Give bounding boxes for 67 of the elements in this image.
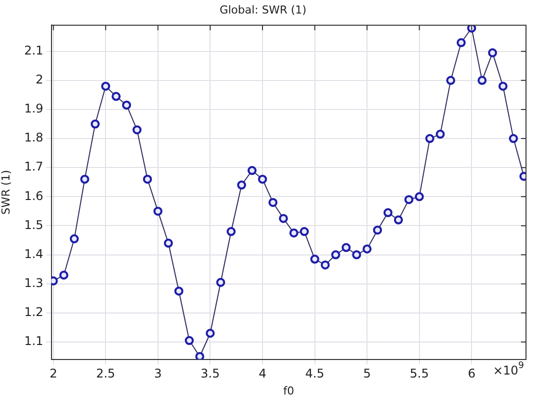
x-tick-label: 2 xyxy=(50,366,58,381)
point xyxy=(436,130,445,139)
point xyxy=(59,270,68,280)
point xyxy=(446,76,456,85)
point xyxy=(425,134,434,144)
point xyxy=(320,260,330,270)
y-tick-label: 1.7 xyxy=(24,160,44,174)
x-tick-label: 2.5 xyxy=(96,366,116,381)
point xyxy=(122,100,132,110)
y-tick-label: 1.8 xyxy=(24,130,44,145)
point xyxy=(373,226,382,235)
y-tick-label: 1.9 xyxy=(24,102,44,116)
point xyxy=(164,238,173,248)
point xyxy=(248,166,257,176)
point xyxy=(142,174,152,184)
point xyxy=(184,336,194,346)
y-tick-label: 1.2 xyxy=(24,305,44,320)
y-tick-label: 1.4 xyxy=(24,246,44,261)
point xyxy=(268,198,278,207)
point xyxy=(352,250,362,260)
point xyxy=(456,38,466,48)
point xyxy=(278,214,288,223)
chart-title: Global: SWR (1) xyxy=(220,3,306,16)
x-tick-label: 3 xyxy=(154,366,162,381)
point xyxy=(300,227,309,236)
point xyxy=(226,227,236,236)
y-tick-label: 1.6 xyxy=(24,188,44,203)
point xyxy=(394,215,403,224)
x-tick-label: 4.5 xyxy=(305,366,324,381)
point xyxy=(206,328,215,338)
point xyxy=(508,134,518,144)
point xyxy=(383,208,392,218)
point xyxy=(362,244,372,254)
point xyxy=(467,25,476,33)
point xyxy=(258,174,267,184)
point xyxy=(80,174,90,184)
point xyxy=(478,76,487,85)
point xyxy=(216,278,226,287)
y-tick-label: 1.1 xyxy=(24,334,44,348)
x-tick-label: 5 xyxy=(363,366,371,381)
point xyxy=(331,250,340,260)
y-tick-label: 1.5 xyxy=(24,218,44,232)
point xyxy=(404,195,414,204)
x-tick-label: 3.5 xyxy=(200,366,220,381)
y-tick-label: 2.1 xyxy=(24,43,44,58)
point xyxy=(174,286,184,296)
point xyxy=(289,228,298,238)
point xyxy=(237,180,246,190)
y-tick-label: 1.3 xyxy=(24,276,44,290)
point xyxy=(112,92,121,101)
y-axis-title: SWR (1) xyxy=(0,170,12,215)
point xyxy=(498,82,508,91)
x-tick-label: 6 xyxy=(468,366,476,381)
point xyxy=(195,352,204,360)
point xyxy=(310,254,320,264)
x-axis-title: f0 xyxy=(283,384,294,398)
x-tick-label: 5.5 xyxy=(410,366,429,381)
y-tick-label: 2 xyxy=(36,72,44,87)
point xyxy=(414,192,424,202)
point xyxy=(342,243,351,252)
x-tick-label: 4 xyxy=(258,366,266,381)
point xyxy=(70,234,79,244)
point xyxy=(101,82,110,91)
point xyxy=(132,125,142,134)
point xyxy=(153,206,162,216)
point xyxy=(488,48,498,58)
point xyxy=(90,120,100,129)
